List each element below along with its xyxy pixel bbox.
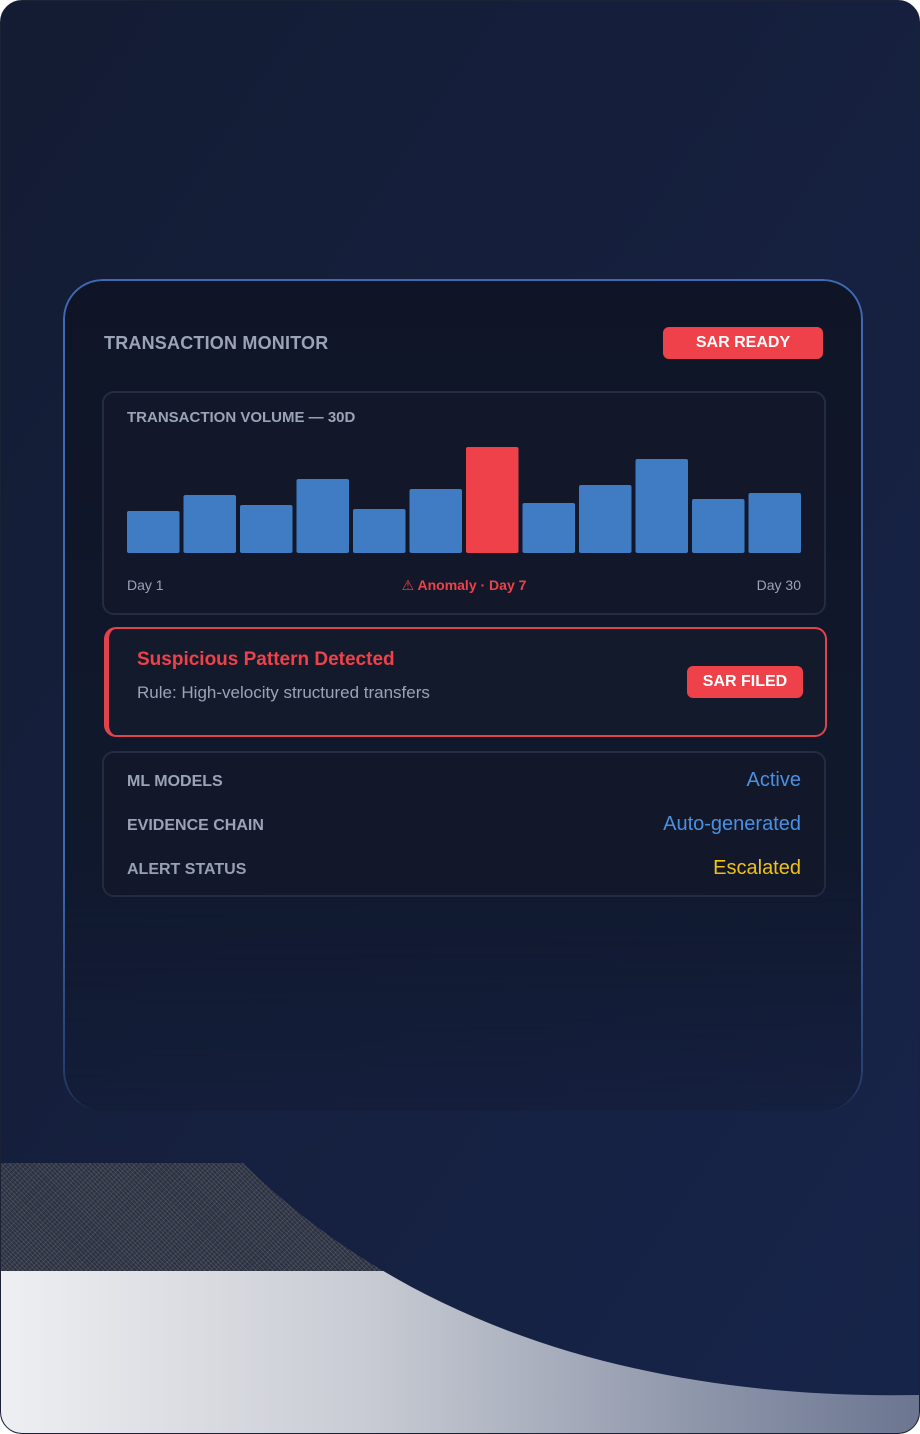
chart-bar bbox=[692, 499, 745, 553]
chart-bar bbox=[522, 503, 575, 553]
chart-bar bbox=[748, 493, 801, 553]
chart-bar-anomaly bbox=[466, 447, 519, 553]
stat-row-ml-models: ML MODELS Active bbox=[127, 769, 801, 797]
alert-rule-text: Rule: High-velocity structured transfers bbox=[137, 683, 430, 702]
stat-value: Escalated bbox=[713, 857, 801, 879]
volume-bar-chart bbox=[127, 447, 801, 553]
alert-title: Suspicious Pattern Detected bbox=[137, 649, 395, 670]
stat-value: Active bbox=[746, 769, 801, 791]
chart-bar bbox=[127, 511, 180, 553]
stat-key: ALERT STATUS bbox=[127, 861, 247, 878]
chart-title: TRANSACTION VOLUME — 30D bbox=[127, 409, 356, 426]
stat-key: ML MODELS bbox=[127, 773, 223, 790]
volume-chart-panel: TRANSACTION VOLUME — 30D Day 1 ⚠ Anomaly… bbox=[102, 391, 826, 615]
sar-filed-badge[interactable]: SAR FILED bbox=[687, 666, 803, 698]
stat-key: EVIDENCE CHAIN bbox=[127, 817, 264, 834]
stat-row-alert-status: ALERT STATUS Escalated bbox=[127, 857, 801, 885]
card-title: TRANSACTION MONITOR bbox=[104, 333, 329, 353]
chart-bar bbox=[353, 509, 406, 553]
stat-row-evidence-chain: EVIDENCE CHAIN Auto-generated bbox=[127, 813, 801, 841]
anomaly-annotation: ⚠ Anomaly · Day 7 bbox=[401, 577, 527, 593]
chart-bar bbox=[296, 479, 349, 553]
chart-bar bbox=[409, 489, 462, 553]
status-panel: ML MODELS Active EVIDENCE CHAIN Auto-gen… bbox=[102, 751, 826, 897]
chart-bar bbox=[240, 505, 293, 553]
suspicious-pattern-alert[interactable]: Suspicious Pattern Detected Rule: High-v… bbox=[104, 627, 827, 737]
chart-bar bbox=[635, 459, 688, 553]
transaction-monitor-card: TRANSACTION MONITOR SAR READY TRANSACTIO… bbox=[63, 279, 863, 1111]
chart-bar bbox=[579, 485, 632, 553]
x-axis-end-label: Day 30 bbox=[756, 577, 801, 593]
sar-ready-badge[interactable]: SAR READY bbox=[663, 327, 823, 359]
x-axis-start-label: Day 1 bbox=[127, 577, 164, 593]
chart-bar bbox=[183, 495, 236, 553]
stat-value: Auto-generated bbox=[663, 813, 801, 835]
